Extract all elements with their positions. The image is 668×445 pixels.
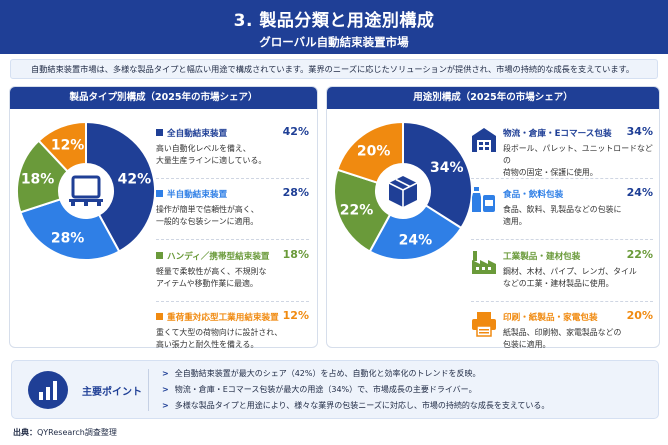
divider — [148, 369, 149, 411]
source-note: 出典：QYResearch調査整理 — [13, 427, 117, 438]
divider — [156, 178, 309, 179]
pie-slice-label-4: 20% — [357, 144, 391, 160]
key-point-text: 物流・倉庫・Eコマース包装が最大の用途（34%）で、市場成長の主要ドライバー。 — [174, 385, 477, 394]
application-pct-4: 20% — [626, 309, 653, 322]
key-points-title: 主要ポイント — [82, 387, 142, 398]
pie-slice-label-4: 12% — [51, 138, 85, 154]
application-desc-4: 紙製品、印刷物、家電製品などの 包装に適用。 — [503, 328, 622, 349]
application-item-4: 印刷・紙製品・家電包装 20% 紙製品、印刷物、家電製品などの 包装に適用。 — [503, 309, 653, 351]
key-point-text: 全自動結束装置が最大のシェア（42%）を占め、自動化と効率化のトレンドを反映。 — [174, 369, 481, 378]
pie-slice-label-1: 42% — [118, 172, 152, 188]
product-type-pie-chart: 42% 28% 18% 12% — [16, 120, 156, 261]
application-name-4: 印刷・紙製品・家電包装 — [503, 313, 598, 323]
product-type-desc-4: 重くて大型の荷物向けに設計され、 高い張力と耐久性を備える。 — [156, 328, 283, 349]
warehouse-icon — [472, 128, 496, 152]
product-type-desc-2: 操作が簡単で信頼性が高く、 一般的な包装シーンに適用。 — [156, 205, 259, 226]
key-points-badge — [28, 371, 68, 409]
application-item-1: 物流・倉庫・Eコマース包装 34% 段ボール、パレット、ユニットロードなどの 荷… — [503, 125, 653, 179]
divider — [156, 301, 309, 302]
intro-text: 自動結束装置市場は、多様な製品タイプと幅広い用途で構成されています。業界のニーズ… — [10, 59, 658, 79]
pie-slice-3 — [333, 168, 392, 253]
application-name-1: 物流・倉庫・Eコマース包装 — [503, 129, 612, 139]
product-type-name-3: ハンディ／携帯型結束装置 — [167, 252, 270, 262]
pie-slice-2 — [368, 204, 463, 261]
pie-center — [60, 165, 112, 217]
key-point-item: > 物流・倉庫・Eコマース包装が最大の用途（34%）で、市場成長の主要ドライバー。 — [162, 382, 549, 398]
application-item-3: 工業製品・建材包装 22% 鋼材、木材、パイプ、レンガ、タイル などの工業・建材… — [503, 248, 653, 290]
product-type-desc-3: 軽量で柔軟性が高く、不規則な アイテムや移動作業に最適。 — [156, 267, 267, 288]
key-points-list: > 全自動結束装置が最大のシェア（42%）を占め、自動化と効率化のトレンドを反映。… — [162, 366, 549, 414]
product-type-name-2: 半自動結束装置 — [167, 190, 228, 200]
source-label: 出典： — [13, 428, 37, 437]
food-drink-icon — [472, 187, 495, 212]
chevron-right-icon: > — [162, 369, 169, 378]
application-desc-3: 鋼材、木材、パイプ、レンガ、タイル などの工業・建材製品に使用。 — [503, 267, 637, 288]
product-type-item-1: 全自動結束装置 42% 高い自動化レベルを備え、 大量生産ラインに適している。 — [156, 125, 309, 167]
product-type-item-2: 半自動結束装置 28% 操作が簡単で信頼性が高く、 一般的な包装シーンに適用。 — [156, 186, 309, 228]
chevron-right-icon: > — [162, 385, 169, 394]
product-type-desc-1: 高い自動化レベルを備え、 大量生産ラインに適している。 — [156, 144, 267, 165]
pie-slice-4 — [336, 120, 404, 184]
page-header: 3. 製品分類と用途別構成 グローバル自動結束装置市場 — [0, 0, 668, 54]
application-desc-1: 段ボール、パレット、ユニットロードなどの 荷物の固定・保護に使用。 — [503, 144, 653, 177]
pie-slice-label-2: 28% — [51, 230, 85, 246]
pie-slice-label-3: 18% — [21, 172, 55, 188]
application-pie-chart: 34% 24% 22% 20% — [333, 120, 473, 261]
pie-slice-1 — [402, 120, 473, 230]
key-points-box: 主要ポイント > 全自動結束装置が最大のシェア（42%）を占め、自動化と効率化のト… — [11, 360, 659, 419]
pallet-icon — [69, 175, 103, 206]
application-name-3: 工業製品・建材包装 — [503, 252, 581, 262]
product-type-item-4: 重荷重対応型工業用結束装置 12% 重くて大型の荷物向けに設計され、 高い張力と… — [156, 309, 309, 351]
divider — [471, 301, 653, 302]
key-point-item: > 全自動結束装置が最大のシェア（42%）を占め、自動化と効率化のトレンドを反映。 — [162, 366, 549, 382]
key-point-item: > 多様な製品タイプと用途により、様々な業界の包装ニーズに対応し、市場の持続的な成… — [162, 398, 549, 414]
product-type-chart-title: 製品タイプ別構成（2025年の市場シェア） — [10, 87, 317, 109]
application-pct-1: 34% — [626, 125, 653, 138]
product-type-panel: 製品タイプ別構成（2025年の市場シェア） 42% 28% 18% 12% 全自動結束… — [9, 86, 318, 351]
pie-slice-4 — [37, 120, 87, 173]
divider — [471, 239, 653, 240]
factory-icon — [472, 251, 496, 274]
box-icon — [388, 176, 418, 207]
application-chart-title: 用途別構成（2025年の市場シェア） — [327, 87, 659, 109]
bar-chart-icon — [39, 381, 57, 400]
application-name-2: 食品・飲料包装 — [503, 190, 564, 200]
product-type-pct-1: 42% — [282, 125, 309, 138]
product-type-name-4: 重荷重対応型工業用結束装置 — [167, 313, 279, 323]
product-type-pct-2: 28% — [282, 186, 309, 199]
pie-slice-2 — [19, 198, 121, 261]
pie-slice-1 — [85, 120, 156, 253]
product-type-item-3: ハンディ／携帯型結束装置 18% 軽量で柔軟性が高く、不規則な アイテムや移動作… — [156, 248, 309, 290]
application-desc-2: 食品、飲料、乳製品などの包装に 適用。 — [503, 205, 622, 226]
page-subtitle: グローバル自動結束装置市場 — [259, 35, 409, 49]
page-title: 3. 製品分類と用途別構成 — [233, 11, 435, 31]
product-type-pct-4: 12% — [282, 309, 309, 322]
application-pct-2: 24% — [626, 186, 653, 199]
pie-slice-label-1: 34% — [430, 160, 464, 176]
application-item-2: 食品・飲料包装 24% 食品、飲料、乳製品などの包装に 適用。 — [503, 186, 653, 228]
product-type-name-1: 全自動結束装置 — [167, 129, 228, 139]
application-panel: 用途別構成（2025年の市場シェア） 34% 24% 22% 20% 物流・倉庫・Eコ… — [326, 86, 660, 351]
key-point-text: 多様な製品タイプと用途により、様々な業界の包装ニーズに対応し、市場の持続的な成長… — [174, 401, 550, 410]
application-pct-3: 22% — [626, 248, 653, 261]
product-type-pct-3: 18% — [282, 248, 309, 261]
divider — [471, 178, 653, 179]
divider — [156, 239, 309, 240]
pie-slice-label-3: 22% — [340, 202, 374, 218]
chevron-right-icon: > — [162, 401, 169, 410]
pie-slice-label-2: 24% — [399, 232, 433, 248]
source-text: QYResearch調査整理 — [37, 428, 117, 437]
printer-icon — [472, 312, 496, 337]
